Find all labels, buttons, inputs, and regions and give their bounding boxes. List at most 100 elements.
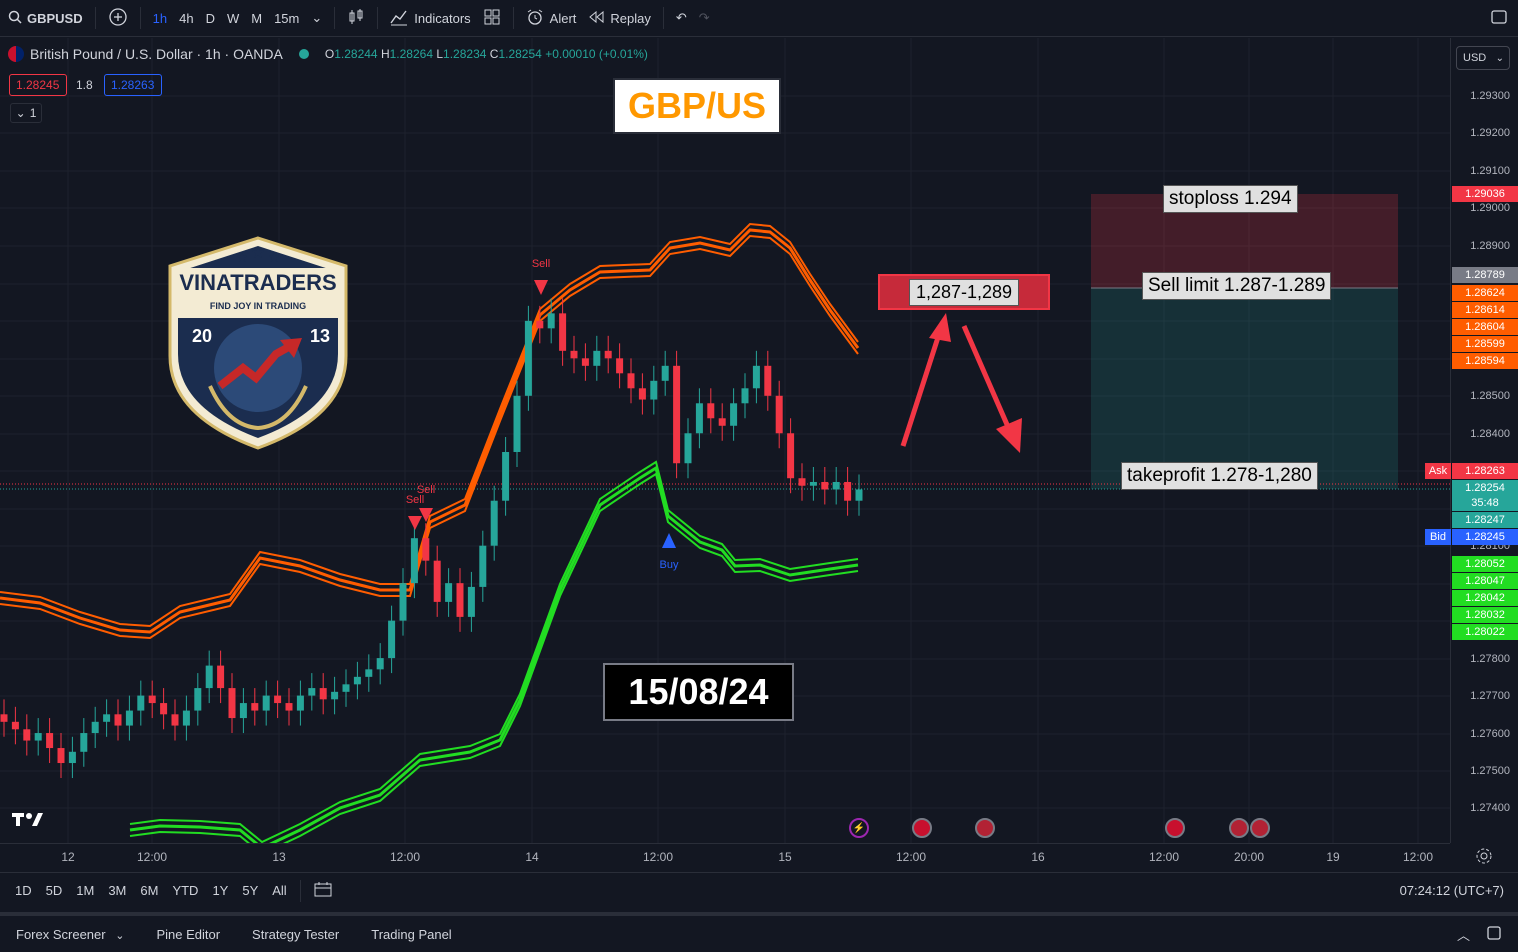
expand-panel-button[interactable]: ︿	[1441, 925, 1486, 944]
svg-text:★: ★	[236, 249, 249, 265]
layouts-button[interactable]	[477, 0, 507, 37]
candle-body	[148, 695, 156, 704]
range-3m[interactable]: 3M	[108, 883, 127, 898]
chevron-down-icon: ⌄	[311, 10, 323, 25]
tab-trading-panel[interactable]: Trading Panel	[371, 926, 452, 942]
plus-circle-icon	[108, 7, 128, 30]
candle-body	[365, 669, 373, 677]
compare-button[interactable]	[102, 0, 134, 37]
legend-title: British Pound / U.S. Dollar · 1h · OANDA	[30, 46, 283, 62]
redo-button[interactable]: ↷	[693, 0, 716, 37]
candle-body	[410, 538, 418, 584]
timezone-clock[interactable]: 07:24:12 (UTC+7)	[1399, 883, 1504, 898]
candle-body	[650, 380, 658, 400]
alert-button[interactable]: Alert	[520, 0, 583, 37]
interval-w[interactable]: W	[226, 10, 240, 26]
buy-price-button[interactable]: 1.28263	[104, 74, 162, 96]
buy-signal: Buy	[660, 533, 679, 571]
candle-body	[171, 714, 179, 726]
band-line	[0, 222, 859, 628]
range-callout-note[interactable]: 1,287-1,289	[878, 274, 1050, 310]
symbol-search-button[interactable]: GBPUSD	[0, 0, 89, 37]
time-tick: 12	[61, 850, 75, 864]
candle-body	[707, 403, 715, 419]
candle-body	[353, 676, 361, 685]
range-1y[interactable]: 1Y	[212, 883, 229, 898]
price-label: 1.28614	[1452, 302, 1518, 318]
uk-flag-event-icon[interactable]	[912, 818, 932, 838]
interval-dropdown[interactable]: ⌄	[305, 0, 328, 37]
price-chart[interactable]: Sell Sell Sell Buy	[0, 38, 1450, 843]
collapse-indicators-button[interactable]: ⌄ 1	[10, 103, 42, 123]
candle-body	[536, 320, 544, 329]
currency-select[interactable]: USD ⌄	[1456, 46, 1510, 70]
range-5y[interactable]: 5Y	[242, 883, 259, 898]
candle-body	[456, 583, 464, 617]
candle-body	[228, 688, 236, 719]
price-label: 1.28022	[1452, 624, 1518, 640]
price-label: 1.28032	[1452, 607, 1518, 623]
us-flag-event-icon[interactable]	[1229, 818, 1249, 838]
interval-15m[interactable]: 15m	[274, 10, 300, 26]
candle-body	[616, 358, 624, 374]
takeprofit-label[interactable]: takeprofit 1.278-1,280	[1121, 462, 1318, 490]
goto-date-button[interactable]	[307, 881, 339, 900]
candle-body	[593, 350, 601, 366]
interval-4h[interactable]: 4h	[179, 10, 194, 26]
replay-button[interactable]: Replay	[582, 0, 656, 37]
reset-scale-button[interactable]	[1475, 847, 1493, 870]
bid-tag: Bid	[1425, 529, 1451, 545]
sell-limit-label[interactable]: Sell limit 1.287-1.289	[1142, 272, 1332, 300]
us-flag-event-icon[interactable]	[1250, 818, 1270, 838]
logo-year-right: 13	[310, 326, 330, 346]
interval-1h[interactable]: 1h	[152, 10, 168, 26]
undo-button[interactable]: ↶	[670, 0, 693, 37]
arrow-up	[900, 313, 951, 447]
band-line	[129, 465, 859, 843]
range-all[interactable]: All	[272, 883, 287, 898]
range-1d[interactable]: 1D	[15, 883, 32, 898]
tradingview-logo[interactable]	[12, 810, 44, 833]
candle-body	[103, 714, 111, 722]
ask-tag: Ask	[1425, 463, 1451, 479]
time-tick: 20:00	[1233, 850, 1265, 864]
chart-title-note[interactable]: GBP/US	[613, 78, 781, 134]
range-1m[interactable]: 1M	[76, 883, 95, 898]
time-scale[interactable]: 12 12:00 13 12:00 14 12:00 15 12:00 16 12:00 20:00…	[0, 843, 1450, 871]
uk-flag-event-icon[interactable]	[1165, 818, 1185, 838]
maximize-panel-button[interactable]	[1486, 925, 1518, 944]
top-toolbar: GBPUSD 1h 4h D W M 15m ⌄ Indicators Aler…	[0, 0, 1518, 37]
vinatraders-logo: ★ ★ ★ VINATRADERS FIND JOY IN TRADING 20…	[168, 236, 348, 450]
chevron-up-icon: ︿	[1456, 927, 1470, 943]
sell-price-button[interactable]: 1.28245	[9, 74, 67, 96]
time-tick: 12:00	[1148, 850, 1180, 864]
separator	[94, 7, 96, 29]
tab-forex-screener[interactable]: Forex Screener ⌄	[0, 927, 140, 942]
price-label: 1.28624	[1452, 285, 1518, 301]
price-label: 1.28599	[1452, 336, 1518, 352]
lightning-event-icon[interactable]: ⚡	[849, 818, 869, 838]
range-5d[interactable]: 5D	[45, 883, 63, 898]
price-label: 1.28263	[1452, 463, 1518, 479]
indicators-button[interactable]: Indicators	[384, 0, 476, 37]
time-tick: 19	[1326, 850, 1340, 864]
time-tick: 13	[272, 850, 286, 864]
price-tick: 1.29100	[1470, 165, 1510, 177]
candle-body	[205, 665, 213, 689]
price-scale[interactable]: 1.29300 1.29200 1.29100 1.29000 1.28900 1.285…	[1450, 38, 1518, 843]
date-note[interactable]: 15/08/24	[603, 663, 794, 721]
tab-strategy-tester[interactable]: Strategy Tester	[252, 926, 340, 942]
chart-type-button[interactable]	[341, 0, 371, 37]
tab-pine-editor[interactable]: Pine Editor	[156, 926, 221, 942]
price-tick: 1.29300	[1470, 90, 1510, 102]
range-ytd[interactable]: YTD	[172, 883, 199, 898]
range-6m[interactable]: 6M	[140, 883, 159, 898]
stoploss-label[interactable]: stoploss 1.294	[1163, 185, 1298, 213]
fullscreen-button[interactable]	[1484, 0, 1514, 37]
interval-d[interactable]: D	[205, 10, 215, 26]
us-flag-event-icon[interactable]	[975, 818, 995, 838]
candles-icon	[347, 8, 365, 29]
interval-m[interactable]: M	[251, 10, 263, 26]
flag-icon	[8, 46, 24, 62]
candle-body	[741, 388, 749, 404]
